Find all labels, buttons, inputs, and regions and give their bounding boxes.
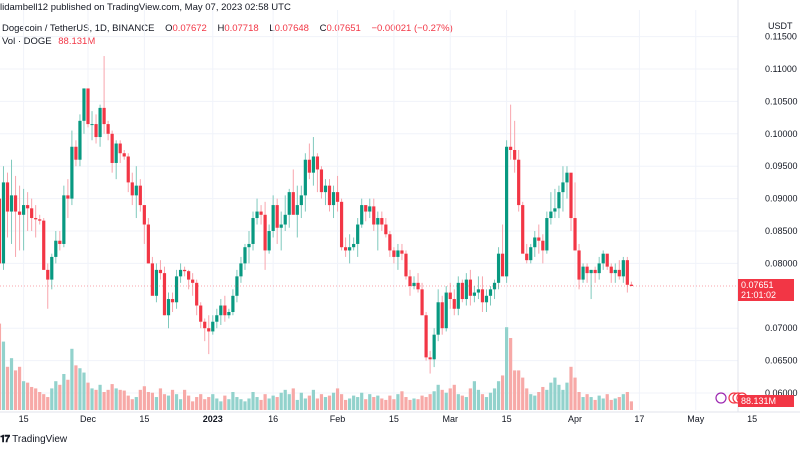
price-tick: 0.09000 [765, 194, 798, 204]
current-price: 0.07651 [741, 280, 774, 290]
brand-name: TradingView [12, 434, 68, 445]
date-tick: Dec [80, 414, 97, 424]
price-tick: 0.11500 [765, 32, 797, 42]
date-tick: May [687, 414, 705, 424]
date-tick: 15 [19, 414, 29, 424]
price-tick: 0.09500 [765, 161, 798, 171]
symbol-legend: Dogecoin / TetherUS, 1D, BINANCE O0.0767… [2, 22, 453, 48]
date-tick: 2023 [203, 414, 223, 424]
date-tick: 15 [747, 414, 757, 424]
open-value: 0.07672 [172, 23, 207, 34]
footer: 𝟏𝟕 TradingView [0, 434, 67, 445]
close-label: C [319, 23, 327, 34]
price-tick: 0.10000 [765, 129, 798, 139]
current-price-tag: 0.07651 21:01:02 [738, 279, 794, 301]
volume-label[interactable]: Vol · DOGE [2, 36, 52, 47]
volume-value: 88.131M [58, 36, 96, 47]
date-tick: Apr [568, 414, 582, 424]
lightning-event-icon [715, 392, 727, 404]
date-tick: 16 [268, 414, 278, 424]
price-tick: 0.06500 [765, 356, 798, 366]
open-label: O [165, 23, 173, 34]
date-tick: 15 [502, 414, 512, 424]
high-label: H [217, 23, 225, 34]
date-tick: Mar [443, 414, 459, 424]
currency-label: USDT [768, 21, 793, 31]
publish-info: lidambell12 published on TradingView.com… [0, 2, 291, 13]
volume-tag: 88.131M [738, 395, 794, 407]
price-tick: 0.06000 [765, 388, 798, 398]
price-tick: 0.11000 [765, 64, 797, 74]
symbol-title[interactable]: Dogecoin / TetherUS, 1D, BINANCE [2, 23, 155, 34]
high-value: 0.07718 [224, 23, 259, 34]
change-value: −0.00021 (−0.27%) [371, 23, 453, 34]
date-tick: 15 [139, 414, 149, 424]
close-value: 0.07651 [326, 23, 361, 34]
price-tick: 0.07000 [765, 323, 798, 333]
bar-countdown: 21:01:02 [741, 290, 777, 300]
low-label: L [269, 23, 275, 34]
low-value: 0.07648 [274, 23, 309, 34]
price-tick: 0.08000 [765, 258, 798, 268]
date-tick: Feb [330, 414, 346, 424]
price-tick: 0.08500 [765, 226, 798, 236]
price-tick: 0.10500 [765, 96, 798, 106]
tradingview-logo-icon: 𝟏𝟕 [0, 434, 10, 445]
date-tick: 17 [634, 414, 644, 424]
date-tick: 15 [389, 414, 399, 424]
